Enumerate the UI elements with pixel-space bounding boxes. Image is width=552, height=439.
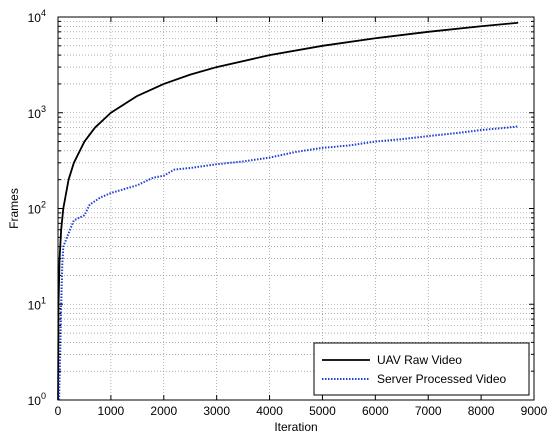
legend: UAV Raw Video Server Processed Video bbox=[313, 342, 530, 396]
x-tick-label: 6000 bbox=[362, 404, 389, 418]
series-group bbox=[57, 21, 519, 401]
tick-labels: 0 1000 2000 3000 4000 5000 6000 7000 8000 9000 100… bbox=[28, 8, 548, 418]
y-tick-label: 100 bbox=[28, 391, 46, 408]
y-axis-label: Frames bbox=[7, 188, 21, 229]
x-tick-label: 4000 bbox=[256, 404, 283, 418]
x-tick-label: 5000 bbox=[309, 404, 336, 418]
x-tick-label: 9000 bbox=[521, 404, 548, 418]
x-axis-label: Iteration bbox=[274, 420, 317, 434]
legend-label-uav-raw-video: UAV Raw Video bbox=[377, 353, 462, 367]
y-tick-label: 101 bbox=[28, 295, 46, 312]
y-tick-label: 103 bbox=[28, 104, 46, 121]
ticks bbox=[57, 17, 535, 401]
series-line-uav-raw-video bbox=[57, 21, 519, 401]
grid bbox=[58, 17, 534, 400]
x-tick-label: 3000 bbox=[203, 404, 230, 418]
x-tick-label: 0 bbox=[55, 404, 62, 418]
y-tick-label: 102 bbox=[28, 200, 46, 217]
series-line-server-processed-video bbox=[58, 125, 519, 401]
x-tick-label: 1000 bbox=[98, 404, 125, 418]
legend-box bbox=[313, 342, 530, 396]
x-tick-label: 2000 bbox=[150, 404, 177, 418]
x-tick-label: 8000 bbox=[468, 404, 495, 418]
legend-label-server-processed-video: Server Processed Video bbox=[377, 372, 507, 386]
x-tick-label: 7000 bbox=[415, 404, 442, 418]
y-tick-label: 104 bbox=[28, 8, 46, 25]
